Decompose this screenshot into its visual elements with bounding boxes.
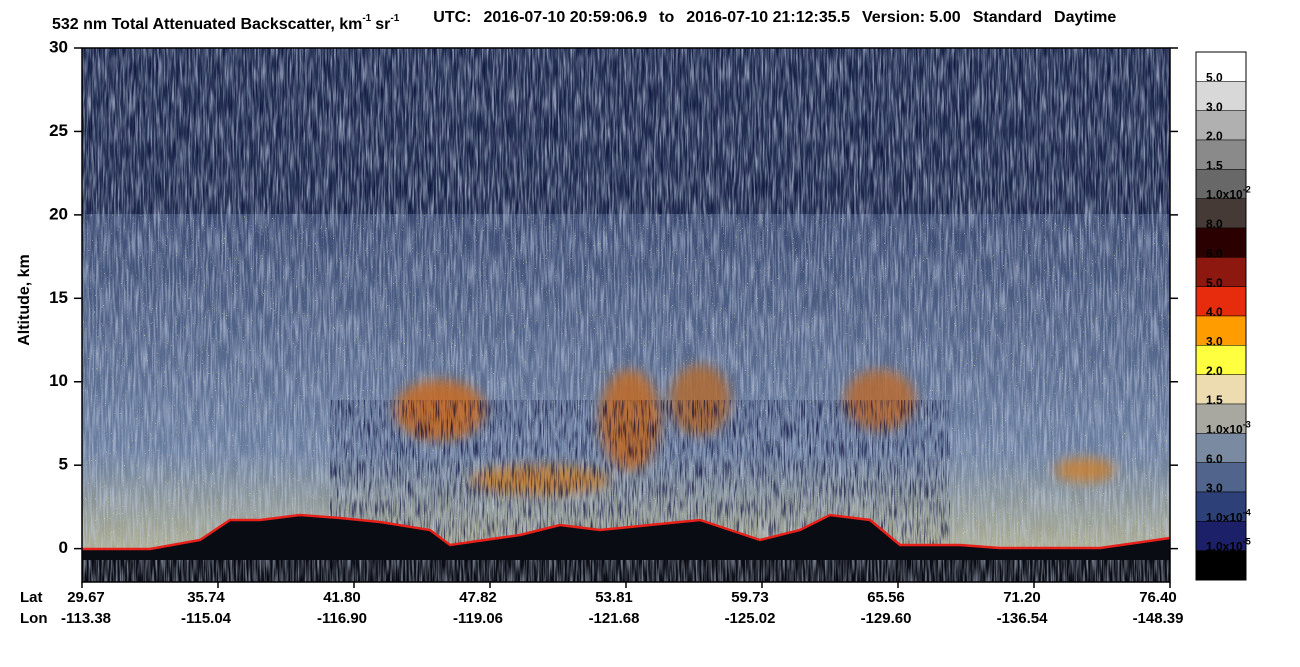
subtitle-part: to [659, 9, 674, 26]
colorbar-label: 2.0 [1206, 129, 1223, 143]
lon-label: -121.68 [589, 610, 640, 627]
x-row-label: Lon [20, 610, 48, 627]
y-axis-label: Altitude, km [16, 254, 33, 346]
colorbar-swatch [1195, 286, 1247, 317]
subtitle-part: 2016-07-10 21:12:35.5 [686, 9, 850, 26]
colorbar-label-exp: -3 [1243, 420, 1251, 430]
colorbar-label-base: 1.0x10 [1206, 188, 1243, 202]
backscatter-image [82, 48, 1170, 582]
colorbar-label-base: 1.0x10 [1206, 511, 1243, 525]
colorbar-label: 8.0 [1206, 217, 1223, 231]
lon-label: -129.60 [861, 610, 912, 627]
colorbar-label: 1.0x10-4 [1206, 508, 1251, 525]
colorbar-swatch [1195, 433, 1247, 463]
lat-label: 29.67 [67, 589, 105, 606]
lon-label: -125.02 [725, 610, 776, 627]
lon-label: -115.04 [181, 610, 232, 627]
colorbar-label: 3.0 [1206, 481, 1223, 495]
y-tick-label: 25 [49, 121, 68, 140]
title-part: sr [375, 16, 390, 33]
colorbar-label-base: 1.0x10 [1206, 423, 1243, 437]
lat-label: 53.81 [595, 589, 633, 606]
lon-label: -119.06 [453, 610, 503, 627]
colorbar-swatch [1195, 51, 1247, 82]
title-part: 532 nm Total Attenuated Backscatter, km [52, 16, 362, 33]
colorbar-frame [1195, 51, 1247, 581]
colorbar-label: 6.0 [1206, 452, 1223, 466]
lat-label: 59.73 [731, 589, 769, 606]
y-tick-label: 0 [59, 538, 68, 557]
colorbar-swatch [1195, 81, 1247, 111]
y-tick-label: 5 [59, 455, 68, 474]
title-superscript: -1 [362, 13, 371, 24]
subtitle-part: Daytime [1054, 9, 1116, 26]
lat-label: 76.40 [1139, 589, 1177, 606]
colorbar-label: 5.0 [1206, 276, 1223, 290]
lat-label: 71.20 [1003, 589, 1041, 606]
colorbar-label-exp: -2 [1243, 185, 1251, 195]
title-superscript: -1 [390, 13, 399, 24]
lon-label: -113.38 [61, 610, 111, 627]
colorbar-swatch [1195, 403, 1247, 434]
colorbar-label: 4.0 [1206, 305, 1223, 319]
colorbar-swatch [1195, 169, 1247, 199]
subtitle-part: Version: 5.00 [862, 9, 961, 26]
colorbar-swatch [1195, 315, 1247, 346]
colorbar-swatch [1195, 110, 1247, 141]
colorbar-label: 1.0x10-3 [1206, 420, 1251, 437]
colorbar-swatch [1195, 550, 1247, 581]
colorbar-label: 1.5 [1206, 393, 1223, 407]
lon-label: -116.90 [317, 610, 367, 627]
colorbar-label: 6.0 [1206, 247, 1223, 261]
lat-label: 47.82 [459, 589, 497, 606]
lon-label: -148.39 [1133, 610, 1184, 627]
colorbar-label: 1.0x10-5 [1206, 537, 1251, 554]
colorbar-swatch [1195, 139, 1247, 170]
subtitle-part: Standard [973, 9, 1042, 26]
colorbar-swatch [1195, 374, 1247, 405]
colorbar-label-exp: -5 [1243, 537, 1251, 547]
colorbar-swatch [1195, 345, 1247, 375]
colorbar-label: 3.0 [1206, 335, 1223, 349]
y-tick-label: 10 [49, 371, 68, 390]
y-tick-label: 20 [49, 204, 68, 223]
chart-title: 532 nm Total Attenuated Backscatter, km-… [52, 9, 1116, 33]
colorbar-label: 3.0 [1206, 100, 1223, 114]
lon-label: -136.54 [997, 610, 1049, 627]
x-row-label: Lat [20, 589, 43, 606]
colorbar-swatch [1195, 227, 1247, 258]
subtitle-part: UTC: [433, 9, 471, 26]
colorbar-label: 1.5 [1206, 159, 1223, 173]
colorbar-label: 5.0 [1206, 71, 1223, 85]
y-tick-label: 15 [49, 288, 68, 307]
lat-label: 65.56 [867, 589, 905, 606]
colorbar-label: 1.0x10-2 [1206, 185, 1251, 202]
colorbar-label: 2.0 [1206, 364, 1223, 378]
colorbar-swatch [1195, 462, 1247, 493]
lat-label: 41.80 [323, 589, 361, 606]
colorbar-label-base: 1.0x10 [1206, 540, 1243, 554]
lat-label: 35.74 [187, 589, 225, 606]
colorbar-label-exp: -4 [1243, 508, 1251, 518]
colorbar-swatch [1195, 198, 1247, 229]
y-tick-label: 30 [49, 37, 68, 56]
subtitle-part: 2016-07-10 20:59:06.9 [483, 9, 647, 26]
